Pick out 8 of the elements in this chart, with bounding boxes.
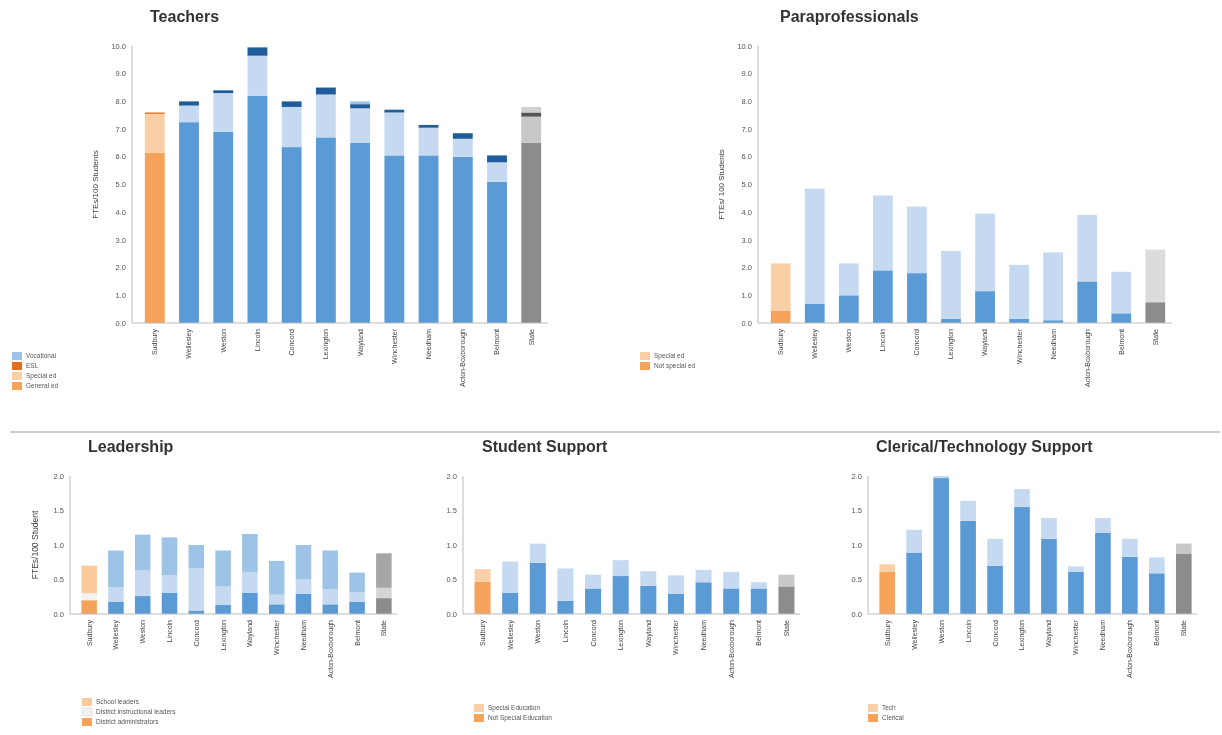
chart-title: Student Support — [482, 438, 608, 455]
chart-title: Leadership — [88, 438, 174, 455]
y-axis-title: FTEs/100 Student — [30, 510, 40, 580]
chart-title: Teachers — [150, 8, 220, 25]
y-axis-title: FTEs/100 Students — [91, 150, 100, 219]
chart-title: Paraprofessionals — [780, 8, 919, 25]
chart-title: Clerical/Technology Support — [876, 438, 1094, 455]
y-axis-title: FTEs/ 100 Students — [717, 149, 726, 220]
